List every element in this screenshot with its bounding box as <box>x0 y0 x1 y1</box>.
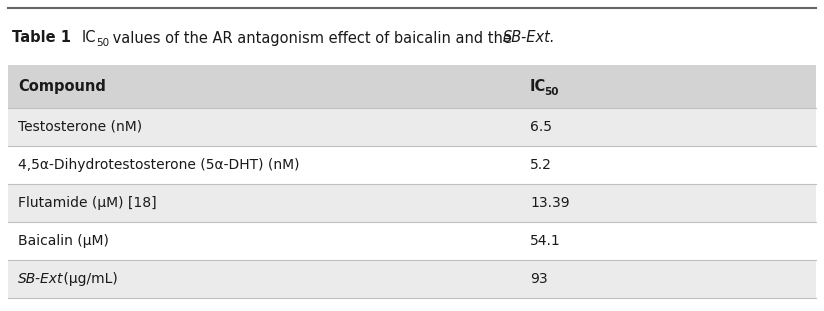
Text: IC: IC <box>82 30 96 45</box>
Text: (μg/mL): (μg/mL) <box>59 272 118 286</box>
Text: 5.2: 5.2 <box>530 158 552 172</box>
Text: 50: 50 <box>96 38 109 48</box>
Text: 6.5: 6.5 <box>530 120 552 134</box>
Text: 13.39: 13.39 <box>530 196 569 210</box>
Text: IC: IC <box>530 79 546 94</box>
Text: 4,5α-Dihydrotestosterone (5α-DHT) (nM): 4,5α-Dihydrotestosterone (5α-DHT) (nM) <box>18 158 299 172</box>
Text: Table 1: Table 1 <box>12 30 71 45</box>
Text: 93: 93 <box>530 272 548 286</box>
Text: 50: 50 <box>544 86 559 96</box>
Text: SB-Ext: SB-Ext <box>18 272 63 286</box>
Bar <box>8 222 816 260</box>
Text: Flutamide (μM) [18]: Flutamide (μM) [18] <box>18 196 157 210</box>
Bar <box>8 260 816 298</box>
Bar <box>8 146 816 184</box>
Bar <box>8 65 816 108</box>
Bar <box>8 184 816 222</box>
Text: Baicalin (μM): Baicalin (μM) <box>18 234 109 248</box>
Text: Compound: Compound <box>18 79 105 94</box>
Text: 54.1: 54.1 <box>530 234 561 248</box>
Text: Testosterone (nM): Testosterone (nM) <box>18 120 142 134</box>
Text: SB-Ext.: SB-Ext. <box>503 30 555 45</box>
Text: values of the AR antagonism effect of baicalin and the: values of the AR antagonism effect of ba… <box>108 30 517 45</box>
Bar <box>8 108 816 146</box>
